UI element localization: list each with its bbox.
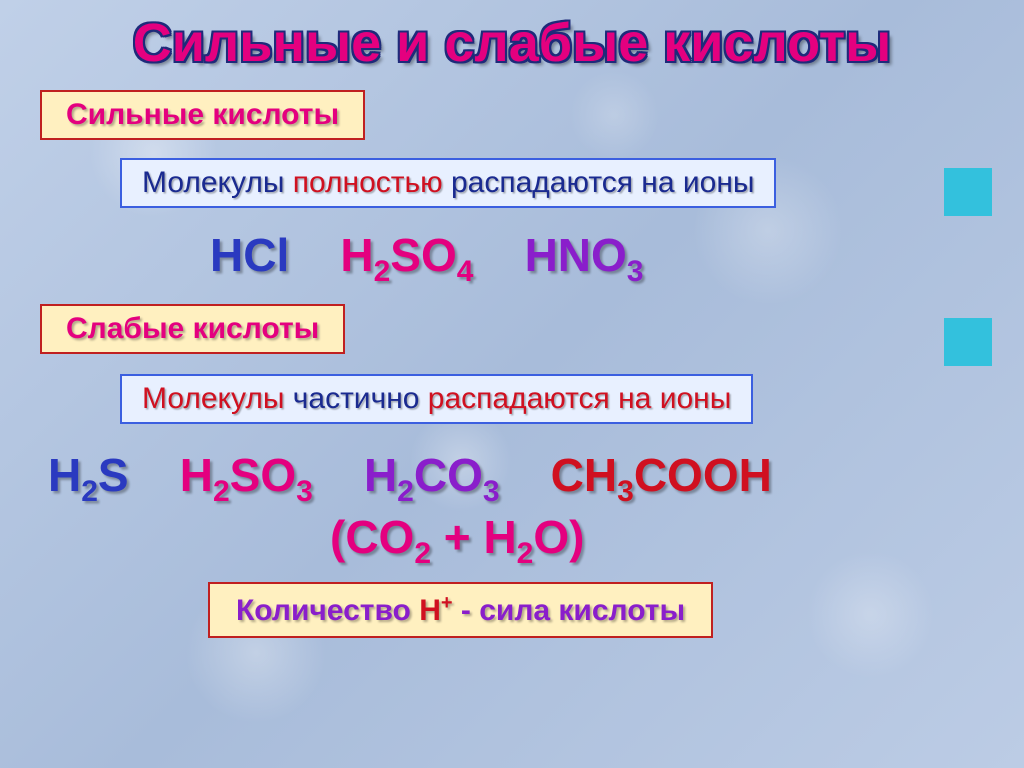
strong-acids-formulas: HCl H2SO4 HNO3 [210, 228, 643, 289]
strong-sub-prefix: Молекулы [142, 166, 293, 199]
strong-sub-emphasis: полностью [293, 166, 443, 199]
decorative-square-1 [944, 168, 992, 216]
formula: (CO2 + H2O) [330, 511, 584, 563]
count-suffix: - сила кислоты [453, 594, 686, 627]
formula: HCl [210, 229, 289, 281]
weak-acids-formulas-row1: H2S H2SO3 H2CO3 CH3COOH [48, 448, 772, 509]
weak-sub-prefix: Молекулы [142, 382, 293, 415]
count-ion-symbol: Н [419, 594, 441, 627]
slide-title: Сильные и слабые кислоты [0, 12, 1024, 74]
weak-acids-label-text: Слабые кислоты [66, 312, 319, 345]
strong-acids-label: Сильные кислоты [40, 90, 365, 140]
count-prefix: Количество [236, 594, 419, 627]
hydrogen-count-box: Количество Н+ - сила кислоты [208, 582, 713, 638]
decorative-square-2 [944, 318, 992, 366]
weak-sub-suffix: распадаются на ионы [419, 382, 731, 415]
formula: H2S [48, 449, 129, 501]
formula: H2CO3 [364, 449, 500, 501]
strong-acids-subtitle: Молекулы полностью распадаются на ионы [120, 158, 776, 208]
weak-acids-label: Слабые кислоты [40, 304, 345, 354]
weak-acids-formulas-row2: (CO2 + H2O) [330, 510, 584, 571]
formula: CH3COOH [551, 449, 772, 501]
formula: HNO3 [525, 229, 644, 281]
formula: H2SO4 [340, 229, 473, 281]
count-ion-sup: + [441, 592, 453, 614]
count-ion: Н+ [419, 594, 452, 627]
formula: H2SO3 [180, 449, 313, 501]
weak-sub-emphasis: частично [293, 382, 420, 415]
weak-acids-subtitle: Молекулы частично распадаются на ионы [120, 374, 753, 424]
strong-acids-label-text: Сильные кислоты [66, 98, 339, 131]
slide-content: Сильные и слабые кислоты Сильные кислоты… [0, 0, 1024, 768]
strong-sub-suffix: распадаются на ионы [443, 166, 755, 199]
